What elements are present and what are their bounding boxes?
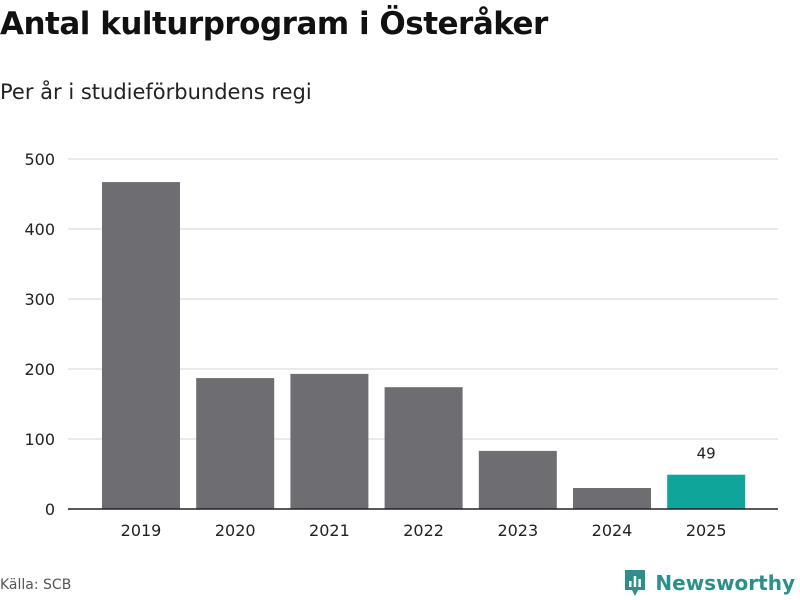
x-tick-label: 2020 [215,521,256,540]
newsworthy-logo-icon [625,570,646,596]
y-tick-label: 300 [24,290,55,309]
chart-title: Antal kulturprogram i Österåker [0,6,548,42]
source-note: Källa: SCB [0,577,72,593]
bar-2020 [196,378,275,509]
x-tick-label: 2025 [686,521,727,540]
bar-2025 [667,474,746,509]
y-tick-label: 100 [24,430,55,449]
y-tick-label: 400 [24,220,55,239]
bar-2019 [102,182,180,509]
x-tick-label: 2021 [309,521,350,540]
chart-subtitle: Per år i studieförbundens regi [0,80,312,104]
y-tick-label: 200 [24,360,55,379]
bar-2021 [290,373,369,509]
bar-2022 [384,387,463,509]
x-tick-label: 2024 [592,521,633,540]
bar-2024 [573,488,651,509]
brand-name: Newsworthy [655,571,795,595]
y-tick-label: 0 [45,500,55,519]
bars [102,182,746,509]
brand-logo: Newsworthy [623,568,795,598]
x-tick-label: 2023 [497,521,538,540]
data-labels: 49 [697,445,716,463]
data-label: 49 [697,445,716,463]
x-axis-tick-labels: 2019 2020 2021 2022 2023 2024 2025 [121,521,727,540]
x-tick-label: 2022 [403,521,444,540]
bar-2023 [478,450,557,509]
x-tick-label: 2019 [121,521,162,540]
y-tick-label: 500 [24,150,55,169]
y-axis-tick-labels: 0 100 200 300 400 500 [24,150,55,519]
